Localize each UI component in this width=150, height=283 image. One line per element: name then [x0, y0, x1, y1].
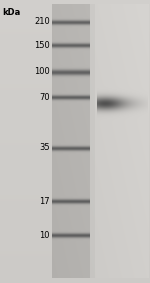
Text: 70: 70	[39, 93, 50, 102]
Text: 210: 210	[34, 18, 50, 27]
Text: kDa: kDa	[2, 8, 20, 17]
Text: 17: 17	[39, 196, 50, 205]
Text: 150: 150	[34, 40, 50, 50]
Text: 10: 10	[39, 230, 50, 239]
Text: 35: 35	[39, 143, 50, 153]
Text: 100: 100	[34, 68, 50, 76]
